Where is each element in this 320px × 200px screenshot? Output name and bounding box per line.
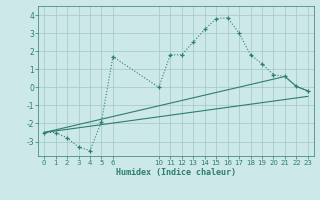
X-axis label: Humidex (Indice chaleur): Humidex (Indice chaleur) (116, 168, 236, 177)
